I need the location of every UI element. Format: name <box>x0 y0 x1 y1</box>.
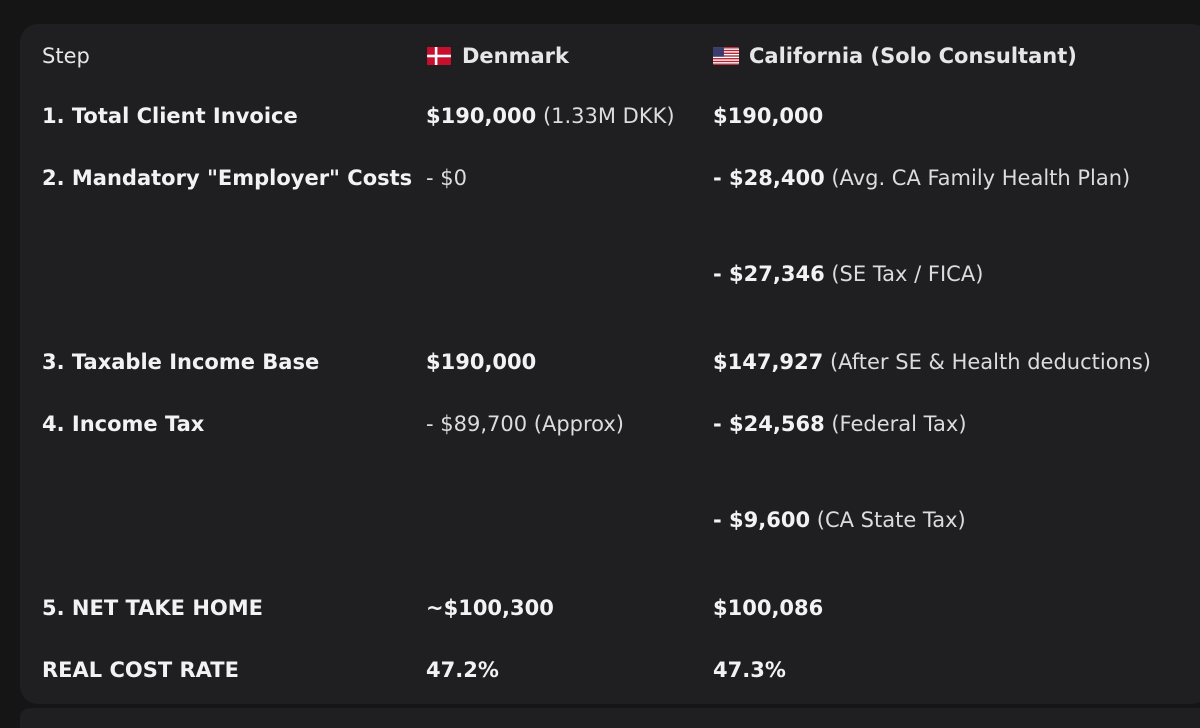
next-card-edge <box>20 708 1200 728</box>
california-cell: - $28,400 (Avg. CA Family Health Plan) -… <box>713 166 1131 286</box>
denmark-cell: $190,000 <box>426 350 537 374</box>
tax-comparison-table: Step Denmark <box>20 24 1200 704</box>
denmark-cell: ~$100,300 <box>426 596 554 620</box>
header-denmark: Denmark <box>426 24 713 88</box>
california-cell: 47.3% <box>713 658 786 682</box>
denmark-flag-icon <box>427 47 451 65</box>
california-cell: $100,086 <box>713 596 824 620</box>
table-row: 3. Taxable Income Base $190,000 $147,927… <box>20 334 1200 396</box>
california-cell: $190,000 <box>713 104 824 128</box>
header-step: Step <box>42 44 90 68</box>
step-cell: 5. NET TAKE HOME <box>42 596 264 620</box>
table-row: 4. Income Tax - $89,700 (Approx) - $24,5… <box>20 396 1200 580</box>
comparison-card: Step Denmark <box>20 24 1200 704</box>
step-cell: 3. Taxable Income Base <box>42 350 320 374</box>
table-row: REAL COST RATE 47.2% 47.3% <box>20 642 1200 704</box>
table-header-row: Step Denmark <box>20 24 1200 88</box>
usa-flag-icon <box>713 47 739 65</box>
table-row: 1. Total Client Invoice $190,000 (1.33M … <box>20 88 1200 150</box>
denmark-cell: $190,000 (1.33M DKK) <box>426 104 675 128</box>
step-cell: REAL COST RATE <box>42 658 239 682</box>
step-cell: 1. Total Client Invoice <box>42 104 298 128</box>
header-california: California (Solo Consultant) <box>713 24 1200 88</box>
table-row: 5. NET TAKE HOME ~$100,300 $100,086 <box>20 580 1200 642</box>
table-row: 2. Mandatory "Employer" Costs - $0 - $28… <box>20 150 1200 334</box>
step-cell: 4. Income Tax <box>42 412 205 436</box>
california-cell: $147,927 (After SE & Health deductions) <box>713 350 1151 374</box>
denmark-cell: 47.2% <box>426 658 499 682</box>
step-cell: 2. Mandatory "Employer" Costs <box>42 166 413 190</box>
denmark-cell: - $89,700 (Approx) <box>426 412 624 436</box>
california-cell: - $24,568 (Federal Tax) - $9,600 (CA Sta… <box>713 412 967 532</box>
denmark-cell: - $0 <box>426 166 467 190</box>
